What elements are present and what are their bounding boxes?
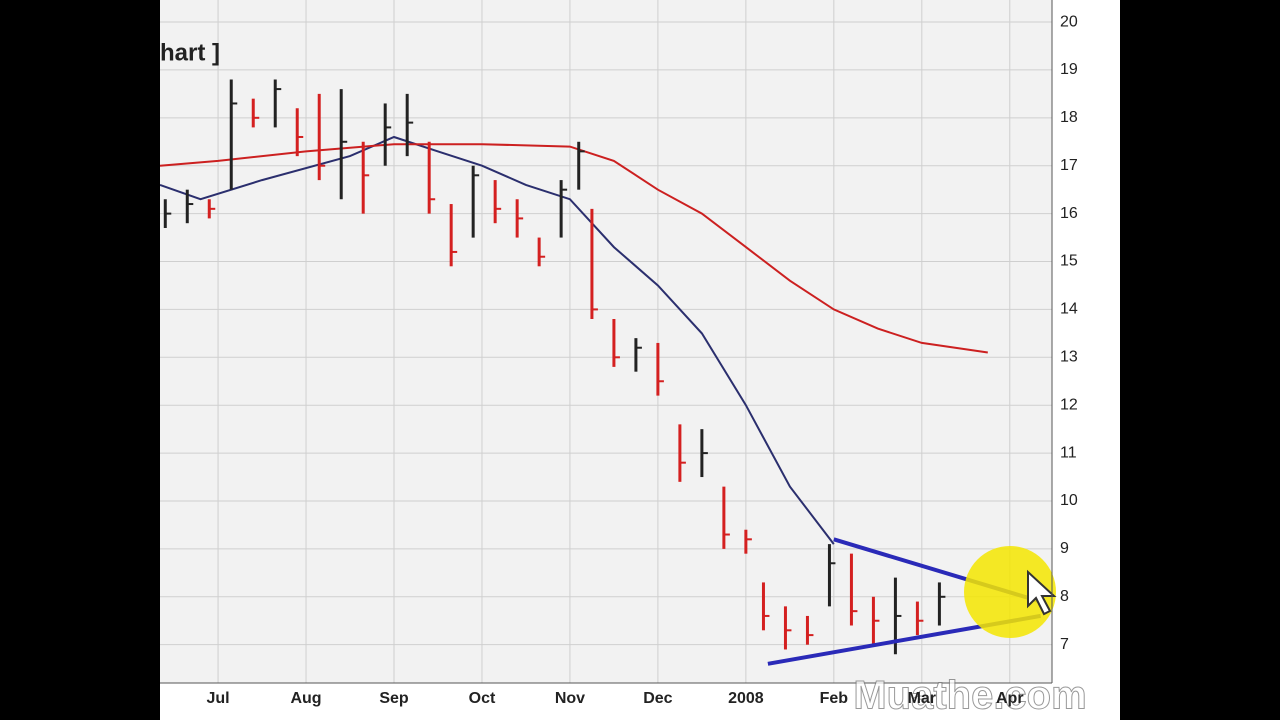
y-tick-label: 18 xyxy=(1060,109,1078,126)
plot-area xyxy=(160,0,1052,683)
letterbox-left xyxy=(0,0,160,720)
x-tick-label: Nov xyxy=(555,690,585,707)
y-tick-label: 7 xyxy=(1060,636,1069,653)
grid xyxy=(160,0,1052,683)
x-tick-label: Dec xyxy=(643,690,672,707)
y-tick-label: 19 xyxy=(1060,61,1078,78)
y-tick-label: 12 xyxy=(1060,396,1078,413)
y-tick-label: 13 xyxy=(1060,349,1078,366)
y-tick-label: 16 xyxy=(1060,205,1078,222)
y-tick-label: 8 xyxy=(1060,588,1069,605)
chart-title: hart ] xyxy=(160,39,220,66)
decoration xyxy=(964,546,1057,638)
y-tick-label: 15 xyxy=(1060,253,1078,270)
y-tick-label: 10 xyxy=(1060,492,1078,509)
y-tick-label: 20 xyxy=(1060,13,1078,30)
x-tick-label: Oct xyxy=(469,690,496,707)
x-tick-label: Apr xyxy=(996,690,1024,707)
y-tick-label: 17 xyxy=(1060,157,1078,174)
y-tick-label: 9 xyxy=(1060,540,1069,557)
x-tick-label: Sep xyxy=(379,690,409,707)
marks xyxy=(159,79,1042,666)
highlight xyxy=(964,546,1056,638)
y-tick-label: 14 xyxy=(1060,301,1078,318)
x-tick-label: Jul xyxy=(206,690,229,707)
x-tick-label: 2008 xyxy=(728,690,764,707)
x-tick-label: Feb xyxy=(820,690,849,707)
x-tick-label: Mar xyxy=(908,690,936,707)
letterbox-right xyxy=(1120,0,1280,720)
moving-average xyxy=(159,143,988,354)
watermark: Muathe.com xyxy=(853,674,1086,718)
y-tick-label: 11 xyxy=(1060,444,1077,461)
x-tick-label: Aug xyxy=(290,690,321,707)
moving-average xyxy=(159,135,835,545)
